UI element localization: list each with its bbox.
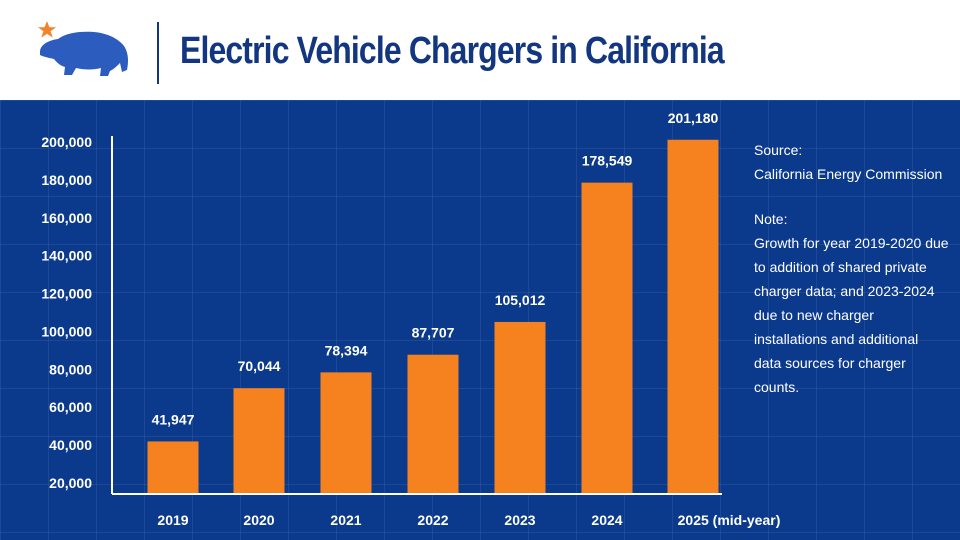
y-tick-label: 120,000	[41, 286, 92, 302]
note-text: Growth for year 2019-2020 due to additio…	[754, 235, 949, 395]
x-tick-label: 2023	[504, 512, 535, 528]
y-tick-label: 100,000	[41, 323, 92, 339]
source-text: California Energy Commission	[754, 166, 943, 182]
x-tick-label: 2024	[591, 512, 622, 528]
note-label: Note:	[754, 211, 788, 227]
y-tick-label: 180,000	[41, 172, 92, 188]
note-block: Note: Growth for year 2019-2020 due to a…	[754, 207, 949, 399]
value-labels: 41,947 70,044 78,394 87,707 105,012 178,549 20…	[152, 110, 719, 428]
bar-2022	[407, 354, 459, 494]
y-tick-label: 20,000	[49, 475, 92, 491]
bar-2020	[233, 388, 285, 494]
star-icon	[38, 21, 56, 38]
x-tick-label: 2025 (mid-year)	[678, 512, 781, 528]
source-block: Source: California Energy Commission	[754, 138, 942, 186]
y-tick-label: 140,000	[41, 248, 92, 264]
header-divider	[157, 22, 159, 84]
bar-2023	[494, 321, 546, 494]
value-label: 78,394	[325, 342, 368, 358]
value-label: 41,947	[152, 411, 195, 427]
y-tick-label: 60,000	[49, 399, 92, 415]
bars	[147, 139, 719, 494]
bar-2024	[581, 182, 633, 494]
x-tick-label: 2020	[243, 512, 274, 528]
bar-2021	[320, 372, 372, 494]
value-label: 70,044	[238, 358, 281, 374]
page-title: Electric Vehicle Chargers in California	[180, 30, 725, 72]
x-tick-label: 2021	[330, 512, 361, 528]
chart-panel	[0, 100, 960, 540]
header: Electric Vehicle Chargers in California	[0, 0, 960, 100]
y-axis-ticks: 20,000 40,000 60,000 80,000 100,000 120,000 14…	[41, 134, 92, 491]
x-tick-label: 2019	[157, 512, 188, 528]
x-axis-ticks: 2019 2020 2021 2022 2023 2024 2025 (mid-year)	[157, 512, 780, 528]
bear-icon	[40, 31, 128, 76]
value-label: 178,549	[582, 153, 633, 169]
x-tick-label: 2022	[417, 512, 448, 528]
bar-2025	[667, 139, 719, 494]
y-tick-label: 160,000	[41, 210, 92, 226]
source-label: Source:	[754, 142, 803, 158]
y-tick-label: 200,000	[41, 134, 92, 150]
y-tick-label: 40,000	[49, 437, 92, 453]
california-bear-star-icon	[38, 21, 128, 76]
value-label: 105,012	[495, 292, 546, 308]
bar-2019	[147, 441, 199, 494]
value-label: 201,180	[668, 110, 719, 126]
y-tick-label: 80,000	[49, 361, 92, 377]
value-label: 87,707	[412, 325, 455, 341]
